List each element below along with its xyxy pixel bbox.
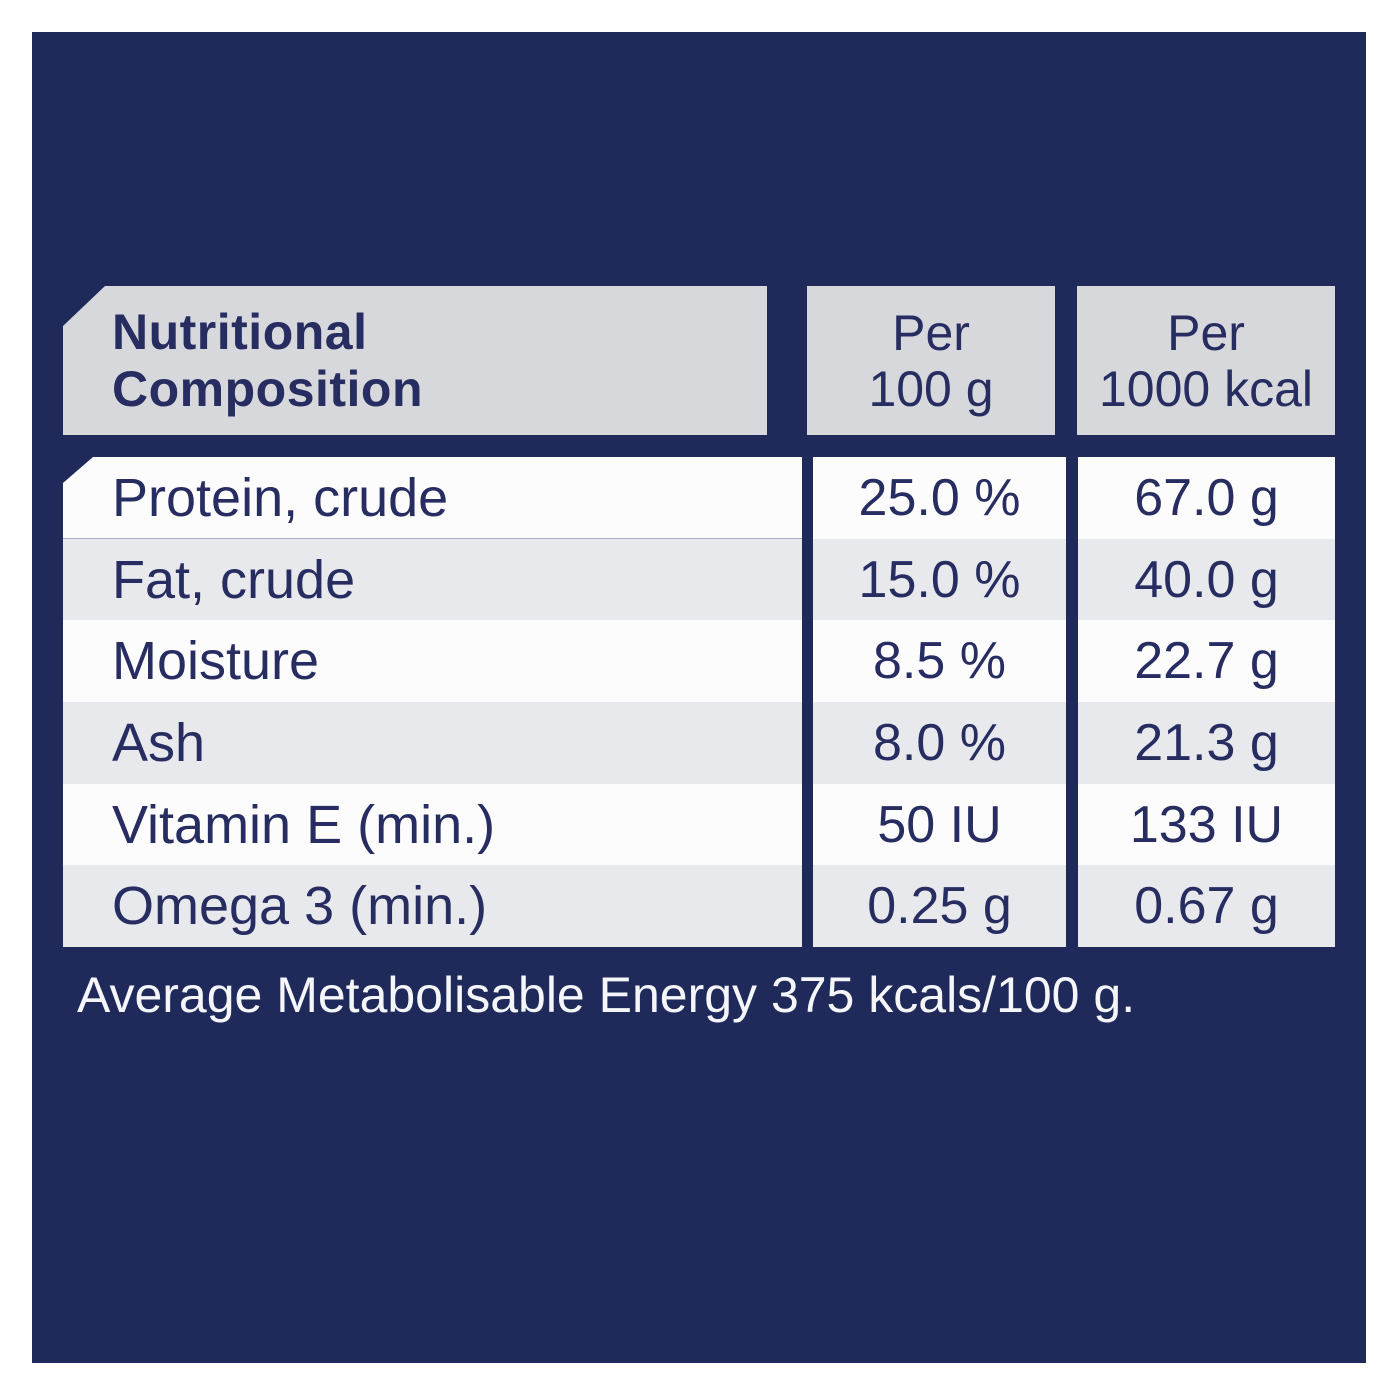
energy-note: Average Metabolisable Energy 375 kcals/1… [77,967,1136,1023]
value-per-100g: 50 IU [813,783,1066,866]
value-per-1000kcal: 40.0 g [1078,538,1335,621]
table-title-line2: Composition [112,360,424,417]
header-gap-1 [767,286,807,435]
column-divider [802,784,813,866]
table-row-vitamin-e: Vitamin E (min.) 50 IU 133 IU [63,783,1335,866]
row-label: Protein, crude [63,457,802,539]
value-per-100g: 15.0 % [813,538,1066,621]
value-per-100g: 8.5 % [813,620,1066,703]
value-per-1000kcal: 22.7 g [1078,620,1335,703]
table-title-line1: Nutritional [112,303,368,360]
column-divider [802,702,813,784]
value-per-100g: 8.0 % [813,702,1066,784]
column-divider [802,865,813,947]
row-label: Moisture [63,620,802,703]
column-divider [1066,784,1078,866]
row-label: Vitamin E (min.) [63,783,802,866]
row-label: Fat, crude [63,538,802,621]
value-per-1000kcal: 0.67 g [1078,865,1335,948]
table-row-protein: Protein, crude 25.0 % 67.0 g [63,457,1335,539]
column-divider [1066,457,1078,539]
value-per-1000kcal: 133 IU [1078,783,1335,866]
column-divider [1066,620,1078,702]
table-row-fat: Fat, crude 15.0 % 40.0 g [63,538,1335,621]
table-title-cell: Nutritional Composition [63,286,767,435]
column-header-per-1000kcal-line2: 1000 kcal [1098,360,1314,417]
value-per-1000kcal: 21.3 g [1078,702,1335,784]
nutrition-table: Protein, crude 25.0 % 67.0 g Fat, crude … [63,457,1335,948]
column-divider [1066,539,1078,621]
column-divider [1066,702,1078,784]
column-divider [802,539,813,621]
table-row-ash: Ash 8.0 % 21.3 g [63,702,1335,784]
value-per-1000kcal: 67.0 g [1078,457,1335,539]
column-header-per-1000kcal-line1: Per [1167,304,1245,361]
header-gap-2 [1055,286,1077,435]
table-row-omega-3: Omega 3 (min.) 0.25 g 0.67 g [63,865,1335,948]
table-row-moisture: Moisture 8.5 % 22.7 g [63,620,1335,703]
value-per-100g: 25.0 % [813,457,1066,539]
column-header-per-100g: Per 100 g [807,286,1055,435]
column-header-per-100g-line2: 100 g [868,360,994,417]
row-label: Omega 3 (min.) [63,865,802,948]
column-divider [1066,865,1078,947]
column-divider [802,620,813,702]
row-label: Ash [63,702,802,784]
value-per-100g: 0.25 g [813,865,1066,948]
navy-panel: Nutritional Composition Per 100 g Per 10… [32,32,1366,1363]
column-header-per-1000kcal: Per 1000 kcal [1077,286,1335,435]
column-divider [802,457,813,539]
column-header-per-100g-line1: Per [892,304,970,361]
table-header-row: Nutritional Composition Per 100 g Per 10… [63,286,1335,435]
